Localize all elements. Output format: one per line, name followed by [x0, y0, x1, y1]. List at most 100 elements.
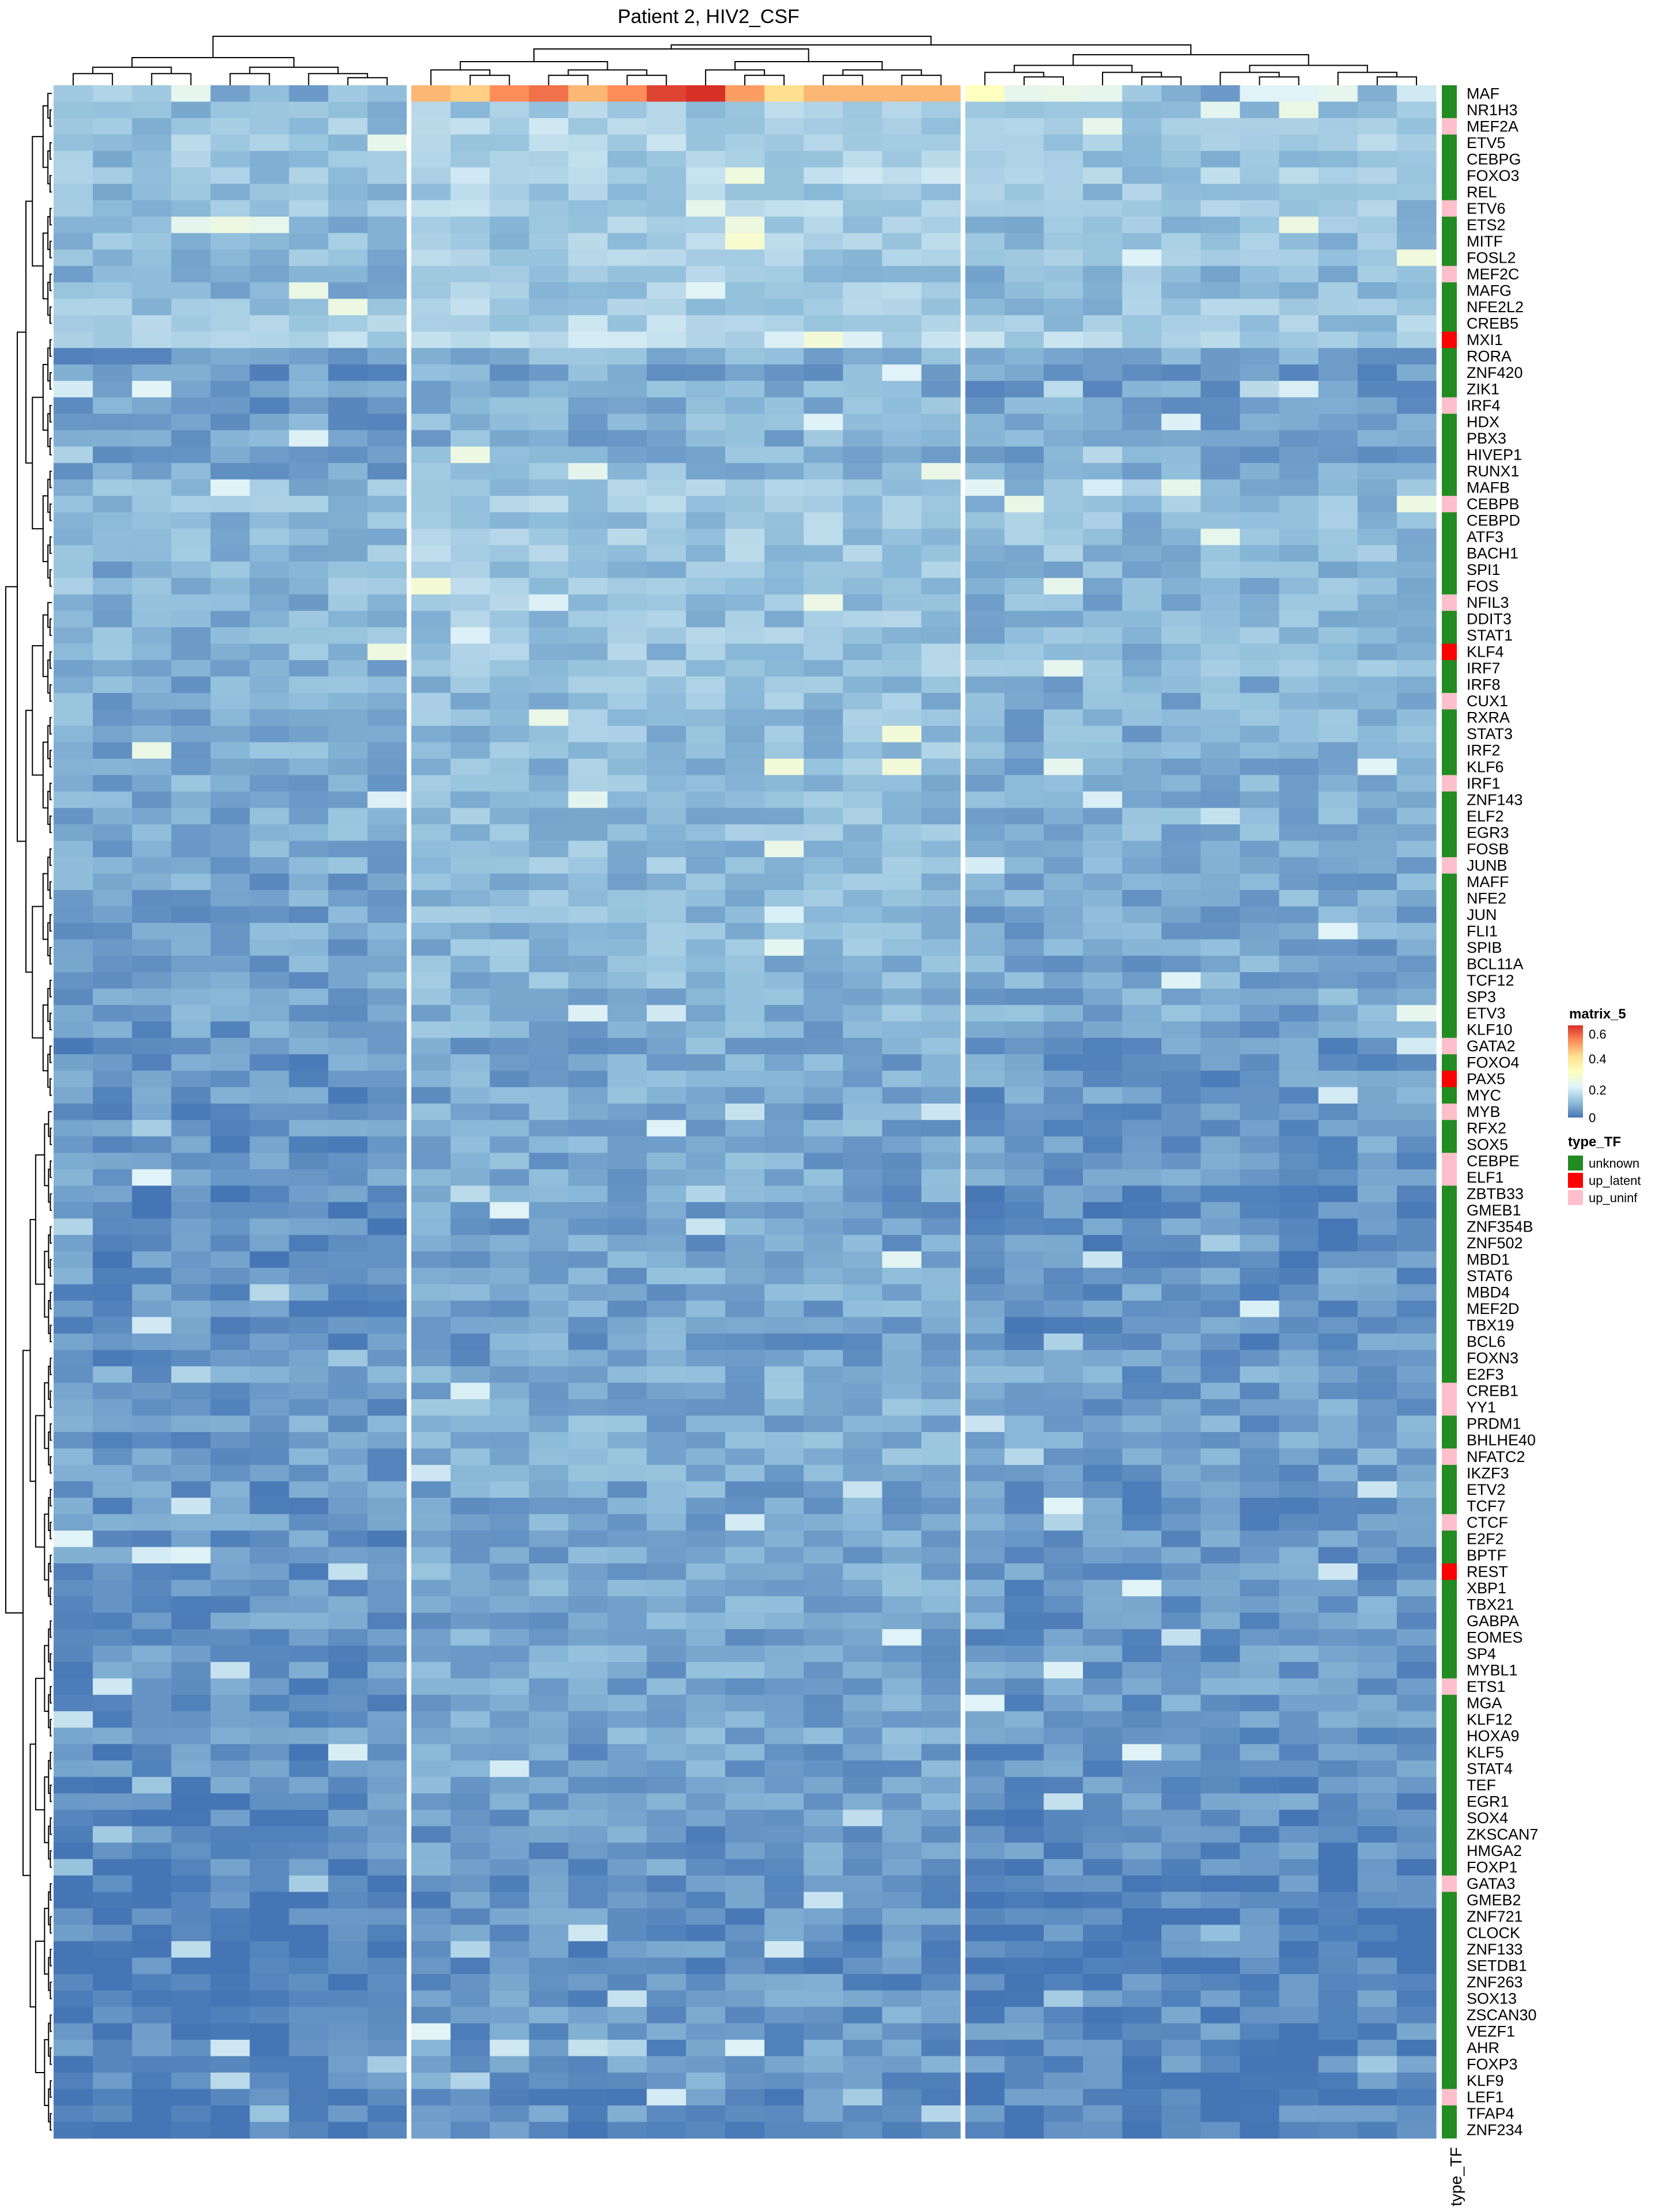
heatmap-cell	[882, 134, 922, 151]
heatmap-cell	[1396, 1744, 1437, 1761]
heatmap-cell	[1279, 200, 1319, 217]
heatmap-cell	[607, 643, 647, 661]
heatmap-cell	[921, 1251, 961, 1268]
heatmap-cell	[1396, 1547, 1437, 1564]
heatmap-cell	[328, 1580, 368, 1597]
heatmap-cell	[1043, 1826, 1084, 1843]
type-tf-cell	[1442, 2039, 1457, 2056]
heatmap-cell	[882, 725, 922, 743]
heatmap-cell	[882, 1662, 922, 1679]
heatmap-cell	[607, 1580, 647, 1597]
heatmap-cell	[1318, 397, 1358, 414]
heatmap-cell	[1396, 134, 1437, 151]
heatmap-cell	[1279, 101, 1319, 119]
heatmap-cell	[328, 151, 368, 168]
row-label: MXI1	[1467, 331, 1503, 349]
dendrogram-branch	[48, 1497, 51, 1532]
heatmap-cell	[725, 1612, 765, 1630]
heatmap-cell	[132, 2089, 172, 2106]
heatmap-cell	[1396, 1957, 1437, 1975]
heatmap-cell	[171, 1136, 211, 1153]
heatmap-cell	[1004, 1711, 1044, 1728]
heatmap-cell	[921, 1366, 961, 1384]
heatmap-cell	[249, 282, 290, 300]
heatmap-cell	[1122, 430, 1162, 447]
heatmap-cell	[367, 249, 407, 267]
heatmap-cell	[328, 1809, 368, 1827]
heatmap-cell	[725, 1957, 765, 1975]
heatmap-cell	[450, 972, 490, 989]
heatmap-cell	[1200, 249, 1241, 267]
heatmap-cell	[289, 1234, 329, 1252]
heatmap-cell	[1161, 249, 1201, 267]
heatmap-cell	[1240, 1087, 1280, 1104]
heatmap-cell	[411, 1399, 451, 1416]
heatmap-cell	[529, 1728, 569, 1745]
heatmap-cell	[1279, 414, 1319, 431]
heatmap-cell	[568, 1465, 608, 1482]
heatmap-cell	[411, 1021, 451, 1039]
heatmap-cell	[249, 1826, 290, 1843]
heatmap-cell	[921, 463, 961, 480]
heatmap-cell	[843, 1875, 882, 1892]
heatmap-cell	[1082, 1908, 1123, 1925]
heatmap-cell	[1004, 972, 1044, 989]
heatmap-cell	[132, 1842, 172, 1859]
type-tf-cell	[1442, 1481, 1457, 1498]
heatmap-cell	[1082, 1498, 1123, 1515]
heatmap-cell	[1004, 1431, 1044, 1449]
heatmap-cell	[1357, 840, 1397, 858]
heatmap-cell	[529, 1809, 569, 1827]
heatmap-cell	[450, 1448, 490, 1465]
type-tf-cell	[1442, 1284, 1457, 1301]
heatmap-cell	[54, 1990, 93, 2008]
row-label: AHR	[1467, 2039, 1499, 2056]
heatmap-cell	[1004, 824, 1044, 842]
heatmap-cell	[685, 1005, 726, 1022]
heatmap-cell	[1200, 1793, 1241, 1810]
heatmap-cell	[843, 594, 882, 611]
heatmap-cell	[411, 397, 451, 414]
heatmap-cell	[921, 2056, 961, 2073]
heatmap-cell	[210, 1234, 251, 1252]
heatmap-cell	[490, 1580, 529, 1597]
heatmap-cell	[1200, 956, 1241, 973]
heatmap-cell	[804, 134, 843, 151]
heatmap-cell	[1240, 791, 1280, 809]
heatmap-cell	[1396, 512, 1437, 529]
heatmap-cell	[1200, 1169, 1241, 1186]
heatmap-cell	[529, 512, 569, 529]
heatmap-cell	[685, 1120, 726, 1137]
heatmap-cell	[804, 1382, 843, 1400]
heatmap-cell	[367, 988, 407, 1006]
heatmap-cell	[249, 923, 290, 940]
heatmap-cell	[843, 1678, 882, 1695]
heatmap-cell	[1357, 1218, 1397, 1236]
heatmap-cell	[289, 1957, 329, 1975]
heatmap-cell	[210, 1974, 251, 1991]
heatmap-cell	[1004, 315, 1044, 332]
dendrogram-branch	[48, 1957, 51, 1991]
heatmap-cell	[804, 1317, 843, 1334]
heatmap-cell	[93, 1612, 132, 1630]
dendrogram-branch	[49, 914, 51, 932]
heatmap-cell	[568, 397, 608, 414]
heatmap-cell	[882, 1120, 922, 1137]
heatmap-cell	[93, 298, 132, 316]
heatmap-cell	[1318, 2056, 1358, 2073]
heatmap-cell	[411, 545, 451, 562]
heatmap-cell	[685, 1744, 726, 1761]
heatmap-cell	[804, 1842, 843, 1859]
heatmap-cell	[685, 2089, 726, 2106]
heatmap-cell	[568, 1481, 608, 1498]
dendrogram-branch	[48, 1825, 51, 1860]
heatmap-cell	[568, 1498, 608, 1515]
heatmap-cell	[1082, 1366, 1123, 1384]
heatmap-cell	[249, 1415, 290, 1433]
heatmap-cell	[1396, 1777, 1437, 1794]
heatmap-cell	[965, 200, 1005, 217]
heatmap-cell	[93, 151, 132, 168]
heatmap-cell	[210, 528, 251, 546]
heatmap-cell	[1200, 840, 1241, 858]
heatmap-cell	[725, 692, 765, 710]
